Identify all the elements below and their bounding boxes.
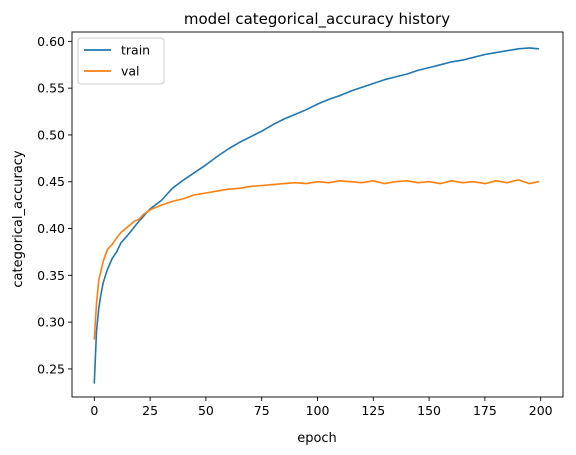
x-tick-label: 125 xyxy=(361,403,385,418)
series-layer xyxy=(93,47,540,384)
x-axis-label: epoch xyxy=(297,431,337,446)
y-tick-label: 0.50 xyxy=(37,127,65,142)
y-tick-label: 0.45 xyxy=(37,174,65,189)
x-tick-label: 0 xyxy=(90,403,98,418)
y-tick-label: 0.25 xyxy=(37,361,65,376)
x-tick-label: 175 xyxy=(473,403,497,418)
legend: train val xyxy=(77,37,165,85)
y-tick-label: 0.30 xyxy=(37,315,65,330)
x-tick-label: 200 xyxy=(529,403,553,418)
y-tick-label: 0.55 xyxy=(37,81,65,96)
x-tick-label: 100 xyxy=(306,403,330,418)
series-line-val xyxy=(93,179,540,340)
y-tick-label: 0.40 xyxy=(37,221,65,236)
series-line-train xyxy=(93,47,540,384)
y-tick-label: 0.60 xyxy=(37,34,65,49)
x-tick-label: 25 xyxy=(142,403,158,418)
axes-layer: 0 25 50 75 100 125 150 175 200 0.25 0.30 0.35 0.40 0.… xyxy=(37,31,564,418)
x-tick-label: 50 xyxy=(198,403,214,418)
y-axis-label: categorical_accuracy xyxy=(11,150,26,288)
y-tick-label: 0.35 xyxy=(37,268,65,283)
legend-label-val: val xyxy=(121,64,140,79)
x-tick-label: 150 xyxy=(417,403,441,418)
chart-title: model categorical_accuracy history xyxy=(184,10,450,29)
legend-label-train: train xyxy=(121,43,150,58)
x-tick-label: 75 xyxy=(254,403,270,418)
